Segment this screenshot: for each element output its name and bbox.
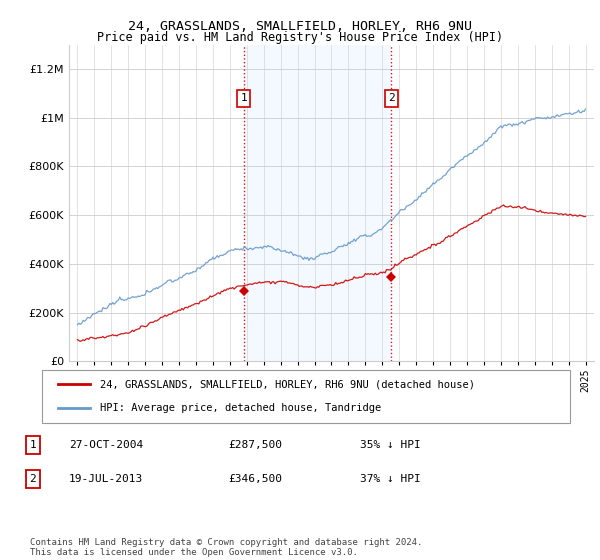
Text: 24, GRASSLANDS, SMALLFIELD, HORLEY, RH6 9NU: 24, GRASSLANDS, SMALLFIELD, HORLEY, RH6 …	[128, 20, 472, 32]
Bar	[244, 45, 391, 361]
Text: 37% ↓ HPI: 37% ↓ HPI	[360, 474, 421, 484]
Text: 2: 2	[29, 474, 37, 484]
Text: 19-JUL-2013: 19-JUL-2013	[69, 474, 143, 484]
Text: 1: 1	[241, 94, 247, 104]
Text: £287,500: £287,500	[228, 440, 282, 450]
Text: 2: 2	[388, 94, 395, 104]
Text: 35% ↓ HPI: 35% ↓ HPI	[360, 440, 421, 450]
Text: HPI: Average price, detached house, Tandridge: HPI: Average price, detached house, Tand…	[100, 403, 382, 413]
Text: Contains HM Land Registry data © Crown copyright and database right 2024.
This d: Contains HM Land Registry data © Crown c…	[30, 538, 422, 557]
Text: 1: 1	[29, 440, 37, 450]
Text: 27-OCT-2004: 27-OCT-2004	[69, 440, 143, 450]
Text: Price paid vs. HM Land Registry's House Price Index (HPI): Price paid vs. HM Land Registry's House …	[97, 31, 503, 44]
Text: 24, GRASSLANDS, SMALLFIELD, HORLEY, RH6 9NU (detached house): 24, GRASSLANDS, SMALLFIELD, HORLEY, RH6 …	[100, 380, 475, 390]
Text: £346,500: £346,500	[228, 474, 282, 484]
